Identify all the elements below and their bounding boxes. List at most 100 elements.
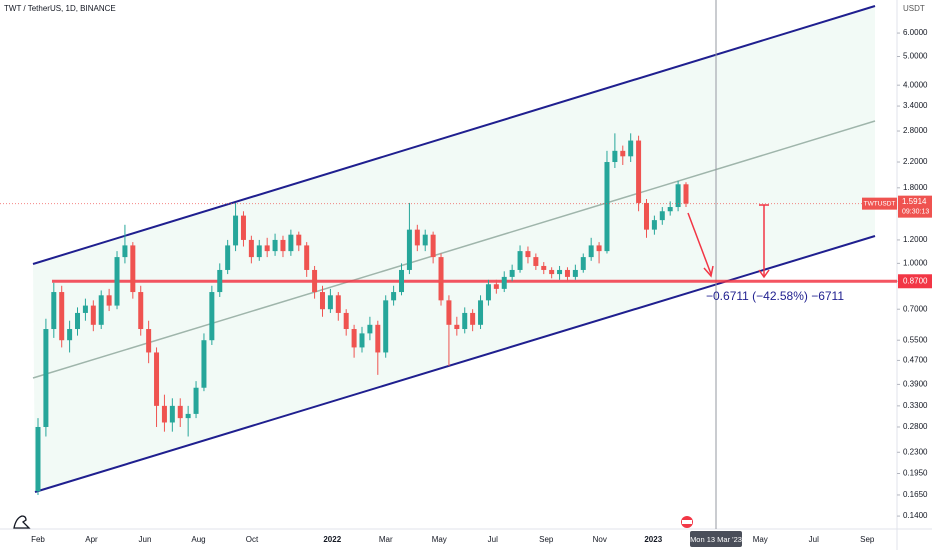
candle-body xyxy=(296,234,302,246)
candle-body xyxy=(343,312,349,330)
candle-body xyxy=(106,295,112,306)
candle-body xyxy=(82,305,88,313)
candle-body xyxy=(43,329,49,427)
x-tick-label: 2022 xyxy=(323,535,341,544)
candle-body xyxy=(51,292,57,330)
candle-body xyxy=(620,150,626,157)
candle-body xyxy=(557,269,563,275)
y-tick-label: 1.8000 xyxy=(903,183,928,192)
x-tick-label: Sep xyxy=(860,535,875,544)
candle-body xyxy=(201,340,207,388)
candle-body xyxy=(114,257,120,306)
countdown-label: 09:30:13 xyxy=(902,208,929,215)
candle-body xyxy=(256,245,262,258)
y-tick-label: 0.1950 xyxy=(903,469,928,478)
arrow-head xyxy=(703,265,714,278)
y-tick-label: 2.2000 xyxy=(903,157,928,166)
crosshair-label: Mon 13 Mar '23 xyxy=(690,535,742,544)
candle-body xyxy=(470,312,476,325)
candle-body xyxy=(430,234,436,258)
chart-title: TWT / TetherUS, 1D, BINANCE xyxy=(4,4,116,13)
candle-body xyxy=(193,387,199,414)
candle-body xyxy=(209,292,215,341)
candle-body xyxy=(217,269,223,293)
candle-body xyxy=(406,229,412,270)
candle-body xyxy=(501,276,507,289)
candle-body xyxy=(327,295,333,310)
y-tick-label: 0.2300 xyxy=(903,447,928,456)
candle-body xyxy=(319,292,325,310)
candle-body xyxy=(248,239,254,258)
candle-body xyxy=(169,405,175,423)
candle-body xyxy=(414,229,420,246)
candle-body xyxy=(462,312,468,330)
y-tick-label: 3.4000 xyxy=(903,101,928,110)
candle-body xyxy=(154,352,160,406)
measure-head xyxy=(758,269,770,279)
candle-body xyxy=(288,234,294,252)
candle-body xyxy=(493,284,499,289)
candle-body xyxy=(636,140,642,203)
y-tick-label: 1.2000 xyxy=(903,235,928,244)
x-tick-label: Mar xyxy=(379,535,393,544)
candle-body xyxy=(272,239,278,252)
channel-lower xyxy=(34,235,876,493)
candle-body xyxy=(588,245,594,258)
last-price-label: 1.5914 xyxy=(902,197,927,206)
candle-body xyxy=(391,292,397,301)
x-tick-label: Apr xyxy=(85,535,98,544)
candle-body xyxy=(185,413,191,419)
symbol-label: TWTUSDT xyxy=(864,200,896,207)
level-label-box xyxy=(898,274,932,289)
candle-body xyxy=(35,426,41,492)
candle-body xyxy=(454,324,460,330)
y-tick-label: 0.1400 xyxy=(903,511,928,520)
level-label: 0.8700 xyxy=(903,276,928,285)
candle-body xyxy=(351,329,357,348)
candle-body xyxy=(399,269,405,293)
candle-body xyxy=(659,211,665,221)
candle-body xyxy=(564,269,570,277)
y-tick-label: 4.0000 xyxy=(903,80,928,89)
candle-body xyxy=(67,329,73,341)
channel-upper xyxy=(32,5,876,265)
candle-body xyxy=(383,300,389,353)
candle-body xyxy=(280,239,286,252)
y-tick-label: 0.7000 xyxy=(903,304,928,313)
x-tick-label: Oct xyxy=(246,535,259,544)
candle-body xyxy=(98,295,104,325)
crosshair-label-box xyxy=(690,531,742,547)
candle-body xyxy=(177,405,183,419)
candle-body xyxy=(138,292,144,330)
logo xyxy=(13,515,31,529)
y-tick-label: 0.3300 xyxy=(903,401,928,410)
candle-body xyxy=(233,215,239,246)
candle-body xyxy=(375,324,381,353)
last-price-box xyxy=(898,195,932,218)
x-tick-label: Nov xyxy=(593,535,607,544)
candle-body xyxy=(580,257,586,270)
candle-body xyxy=(367,324,373,334)
candle-body xyxy=(438,257,444,301)
y-axis-unit: USDT xyxy=(903,4,925,13)
x-tick-label: Jul xyxy=(488,535,498,544)
arrow xyxy=(687,212,712,275)
y-tick-label: 0.4700 xyxy=(903,356,928,365)
candle-body xyxy=(478,300,484,325)
candle-body xyxy=(667,207,673,212)
candle-body xyxy=(651,220,657,230)
y-tick-label: 1.0000 xyxy=(903,258,928,267)
event-flag-stripe xyxy=(682,520,692,524)
candle-body xyxy=(549,269,555,275)
candle-body xyxy=(312,269,318,293)
x-tick-label: Jun xyxy=(139,535,152,544)
x-tick-label: May xyxy=(432,535,447,544)
x-tick-label: Aug xyxy=(191,535,205,544)
candle-body xyxy=(596,245,602,252)
y-tick-label: 6.0000 xyxy=(903,28,928,37)
candle-body xyxy=(643,202,649,230)
candle-body xyxy=(122,245,128,258)
candle-body xyxy=(683,184,689,204)
candle-body xyxy=(446,300,452,325)
